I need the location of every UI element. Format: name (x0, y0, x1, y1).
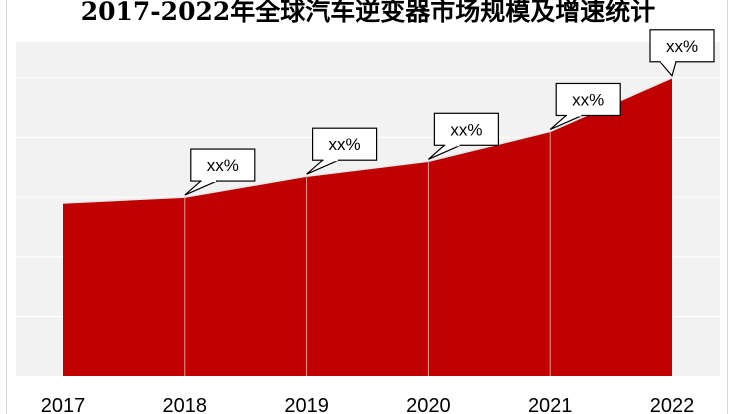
x-tick-label: 2017 (41, 395, 86, 414)
data-label: xx% (572, 90, 604, 109)
x-tick-label: 2022 (650, 395, 695, 414)
data-label-callout: xx% (649, 29, 715, 78)
chart-title: 2017-2022年全球汽车逆变器市场规模及增速统计 (80, 0, 656, 26)
data-label-callout: xx% (428, 112, 499, 160)
category-dividers (184, 131, 551, 376)
x-axis-tick-labels: 2017 2018 2019 2020 2021 2022 (41, 395, 695, 414)
data-label-callout: xx% (549, 82, 621, 131)
x-tick-label: 2019 (284, 395, 329, 414)
x-tick-label: 2020 (406, 395, 451, 414)
callout-box (555, 82, 621, 117)
data-label-callouts: xx% xx% xx% xx% xx% (184, 29, 715, 196)
data-label-callout: xx% (306, 127, 378, 175)
callout-box (433, 112, 499, 146)
data-label: xx% (666, 37, 698, 56)
chart-frame (6, 0, 728, 414)
x-tick-label: 2021 (528, 395, 573, 414)
callout-box (312, 127, 378, 161)
callout-box (649, 29, 715, 63)
data-label-callout: xx% (184, 148, 256, 196)
data-label: xx% (450, 120, 482, 139)
area-top-edge (62, 77, 673, 204)
callout-box (190, 148, 256, 182)
area-series (63, 77, 672, 377)
data-label: xx% (207, 156, 239, 175)
x-tick-label: 2018 (163, 395, 208, 414)
data-label: xx% (329, 135, 361, 154)
